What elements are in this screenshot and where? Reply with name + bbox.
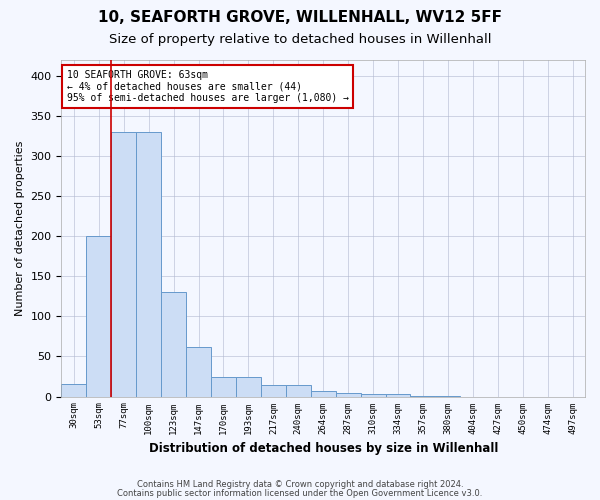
Text: 10 SEAFORTH GROVE: 63sqm
← 4% of detached houses are smaller (44)
95% of semi-de: 10 SEAFORTH GROVE: 63sqm ← 4% of detache… bbox=[67, 70, 349, 103]
Text: Size of property relative to detached houses in Willenhall: Size of property relative to detached ho… bbox=[109, 32, 491, 46]
Y-axis label: Number of detached properties: Number of detached properties bbox=[15, 140, 25, 316]
Bar bbox=[111, 132, 136, 396]
Bar bbox=[161, 292, 186, 397]
Bar bbox=[286, 386, 311, 396]
X-axis label: Distribution of detached houses by size in Willenhall: Distribution of detached houses by size … bbox=[149, 442, 498, 455]
Bar bbox=[361, 394, 386, 396]
Bar bbox=[211, 376, 236, 396]
Bar bbox=[61, 384, 86, 396]
Text: Contains public sector information licensed under the Open Government Licence v3: Contains public sector information licen… bbox=[118, 490, 482, 498]
Text: 10, SEAFORTH GROVE, WILLENHALL, WV12 5FF: 10, SEAFORTH GROVE, WILLENHALL, WV12 5FF bbox=[98, 10, 502, 25]
Bar bbox=[386, 394, 410, 396]
Bar bbox=[86, 236, 111, 396]
Bar bbox=[136, 132, 161, 396]
Bar bbox=[335, 392, 361, 396]
Text: Contains HM Land Registry data © Crown copyright and database right 2024.: Contains HM Land Registry data © Crown c… bbox=[137, 480, 463, 489]
Bar bbox=[236, 376, 261, 396]
Bar bbox=[261, 386, 286, 396]
Bar bbox=[186, 347, 211, 397]
Bar bbox=[311, 391, 335, 396]
